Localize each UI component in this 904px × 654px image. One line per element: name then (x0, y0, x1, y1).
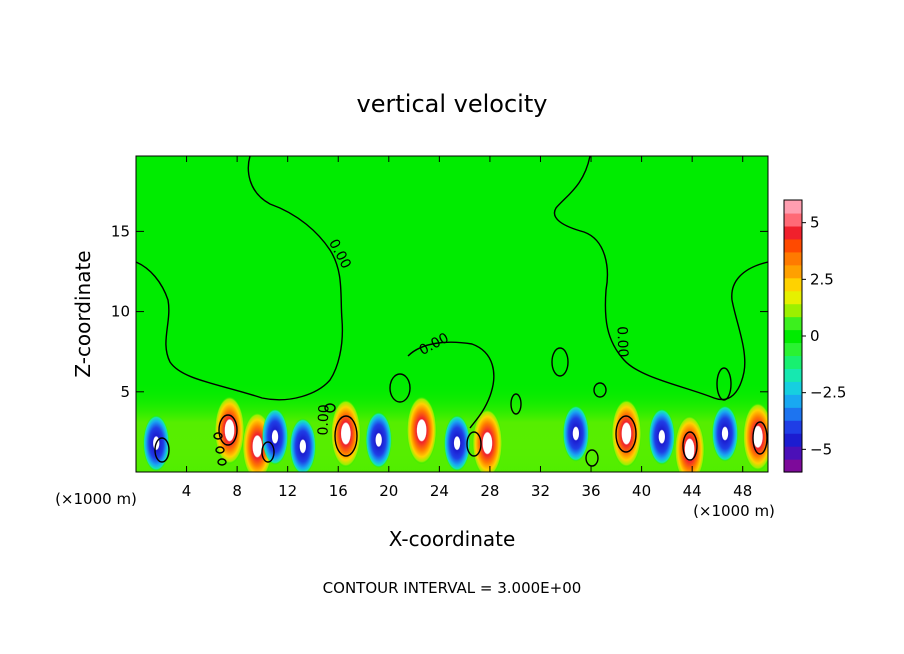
colorbar-ticks: 5 2.5 0 −2.5 −5 (802, 214, 846, 458)
colorbar-swatch (784, 446, 802, 460)
colorbar-swatch (784, 290, 802, 305)
colorbar-swatch (784, 329, 802, 344)
colorbar-swatch (784, 342, 802, 357)
x-tick-label: 32 (531, 482, 550, 500)
colorbar-tick-label: 5 (810, 214, 820, 232)
chart-title: vertical velocity (357, 90, 548, 118)
colorbar-swatch (784, 225, 802, 240)
y-tick-label: 10 (111, 303, 130, 321)
colorbar-swatch (784, 394, 802, 408)
y-axis-ticks: 5 10 15 (111, 222, 768, 401)
colorbar-swatch (784, 368, 802, 382)
y-axis-label: Z-coordinate (71, 250, 95, 377)
updraft-core (472, 409, 503, 472)
x-tick-label: 24 (430, 482, 449, 500)
contour-interval-footer: CONTOUR INTERVAL = 3.000E+00 (323, 579, 582, 597)
downdraft-core (562, 405, 589, 462)
downdraft-core (444, 415, 471, 472)
x-tick-label: 40 (632, 482, 651, 500)
x-tick-label: 36 (581, 482, 600, 500)
colorbar-tick-label: 0 (810, 327, 820, 345)
contour-label: 0.00 (613, 326, 630, 358)
colorbar-swatch (784, 433, 802, 447)
y-tick-label: 5 (120, 383, 130, 401)
colorbar-swatch (784, 212, 802, 227)
zero-contour-right (553, 156, 768, 401)
updraft-core (406, 396, 437, 465)
colorbar-swatch (784, 303, 802, 318)
x-tick-label: 44 (683, 482, 702, 500)
updraft-core (611, 399, 642, 468)
colorbar-tick-label: 2.5 (810, 270, 834, 288)
downdraft-core (365, 411, 392, 468)
colorbar-swatch (784, 381, 802, 395)
colorbar (784, 200, 802, 473)
colorbar-tick-label: −2.5 (810, 384, 846, 402)
x-axis-label: X-coordinate (389, 527, 516, 551)
colorbar-tick-label: −5 (810, 440, 832, 458)
downdraft-core (262, 408, 289, 465)
x-tick-label: 8 (232, 482, 242, 500)
zero-contour-center (407, 341, 495, 429)
colorbar-swatch (784, 420, 802, 434)
downdraft-core (648, 408, 675, 465)
x-unit-left: (×1000 m) (55, 490, 137, 508)
x-tick-label: 20 (379, 482, 398, 500)
x-tick-label: 28 (480, 482, 499, 500)
x-tick-label: 48 (733, 482, 752, 500)
contour-label: 0.00 (315, 404, 332, 436)
colorbar-swatch (784, 459, 802, 473)
zero-contour-left (136, 156, 344, 401)
colorbar-swatch (784, 316, 802, 331)
colorbar-swatch (784, 277, 802, 292)
x-unit-right: (×1000 m) (693, 502, 775, 520)
colorbar-swatch (784, 200, 802, 214)
velocity-features (143, 396, 768, 472)
y-tick-label: 15 (111, 222, 130, 240)
x-axis-ticks: 4 8 12 16 20 24 28 32 36 40 44 48 (182, 156, 752, 500)
colorbar-swatch (784, 238, 802, 253)
x-tick-label: 16 (329, 482, 348, 500)
downdraft-core (712, 405, 739, 462)
colorbar-swatch (784, 251, 802, 266)
colorbar-swatch (784, 264, 802, 279)
x-tick-label: 12 (278, 482, 297, 500)
downdraft-core (289, 418, 316, 472)
plot-frame (135, 155, 769, 473)
updraft-core (674, 415, 705, 472)
x-tick-label: 4 (182, 482, 192, 500)
plot-area: 0.00 0.00 0.00 0.00 (136, 156, 768, 472)
colorbar-swatch (784, 355, 802, 369)
colorbar-swatch (784, 407, 802, 421)
zero-contours (136, 156, 768, 467)
